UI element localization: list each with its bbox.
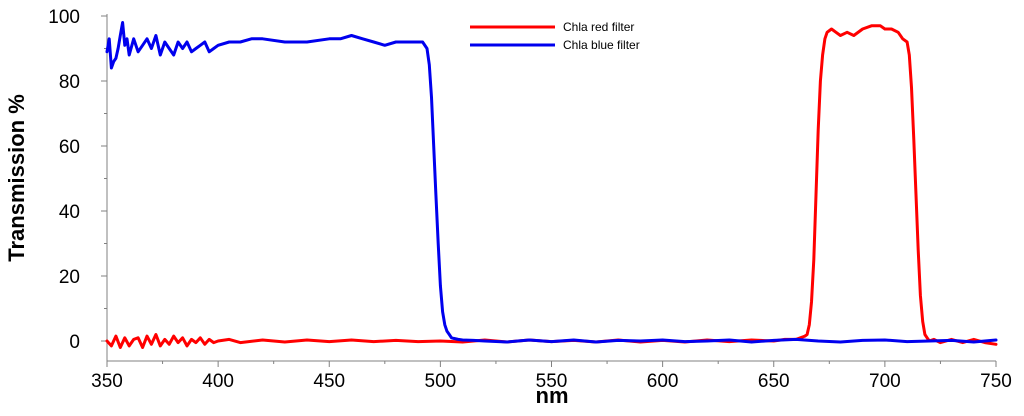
axes: 0 20 40 60 80 100 350 400 450 500 550 600 650 700 750: [48, 7, 1012, 392]
y-tick-label: 20: [59, 267, 80, 288]
legend-label-blue: Chla blue filter: [563, 38, 640, 52]
series-lines: [105, 21, 998, 349]
x-tick-label: 550: [536, 371, 568, 392]
y-tick-label: 0: [69, 332, 80, 353]
series-line-red-filter: [105, 24, 998, 349]
y-tick-label: 80: [59, 72, 80, 93]
x-tick-label: 450: [313, 371, 345, 392]
x-axis-title: nm: [536, 383, 569, 408]
y-tick-label: 100: [48, 7, 80, 28]
y-tick-label: 40: [59, 202, 80, 223]
x-tick-label: 650: [758, 371, 790, 392]
x-tick-label: 400: [202, 371, 234, 392]
y-axis-title: Transmission %: [4, 94, 29, 262]
legend: Chla red filter Chla blue filter: [470, 20, 640, 52]
x-tick-label: 750: [980, 371, 1012, 392]
x-tick-label: 350: [91, 371, 123, 392]
legend-label-red: Chla red filter: [563, 20, 634, 34]
x-tick-label: 600: [647, 371, 679, 392]
x-tick-label: 500: [425, 371, 457, 392]
x-tick-label: 700: [869, 371, 901, 392]
y-tick-label: 60: [59, 137, 80, 158]
series-line-blue-filter: [105, 21, 998, 344]
